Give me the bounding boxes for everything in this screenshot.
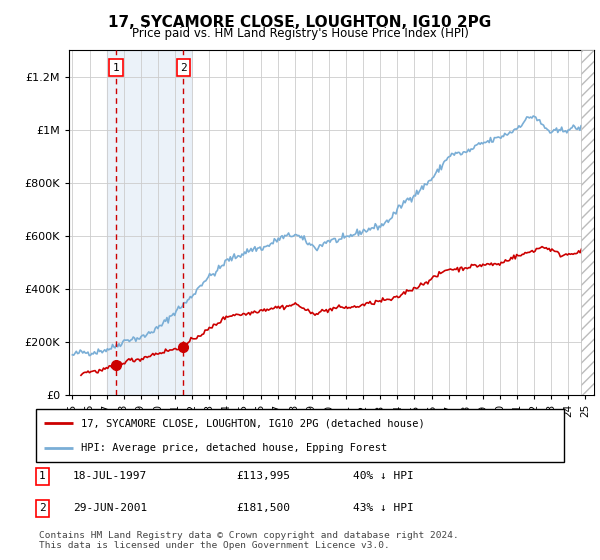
Bar xyxy=(581,50,595,395)
Text: 2: 2 xyxy=(180,63,187,73)
FancyBboxPatch shape xyxy=(36,409,564,462)
Text: Price paid vs. HM Land Registry's House Price Index (HPI): Price paid vs. HM Land Registry's House … xyxy=(131,27,469,40)
Text: 1: 1 xyxy=(112,63,119,73)
Text: 17, SYCAMORE CLOSE, LOUGHTON, IG10 2PG (detached house): 17, SYCAMORE CLOSE, LOUGHTON, IG10 2PG (… xyxy=(81,418,425,428)
Bar xyxy=(107,50,191,395)
Text: 1: 1 xyxy=(39,472,46,482)
Text: 40% ↓ HPI: 40% ↓ HPI xyxy=(353,472,413,482)
Text: 29-JUN-2001: 29-JUN-2001 xyxy=(73,503,147,514)
Text: Contains HM Land Registry data © Crown copyright and database right 2024.
This d: Contains HM Land Registry data © Crown c… xyxy=(39,531,459,550)
Text: HPI: Average price, detached house, Epping Forest: HPI: Average price, detached house, Eppi… xyxy=(81,442,387,452)
Text: £181,500: £181,500 xyxy=(236,503,290,514)
Text: 43% ↓ HPI: 43% ↓ HPI xyxy=(353,503,413,514)
Text: 2: 2 xyxy=(39,503,46,514)
Text: 18-JUL-1997: 18-JUL-1997 xyxy=(73,472,147,482)
Text: 17, SYCAMORE CLOSE, LOUGHTON, IG10 2PG: 17, SYCAMORE CLOSE, LOUGHTON, IG10 2PG xyxy=(109,15,491,30)
Text: £113,995: £113,995 xyxy=(236,472,290,482)
